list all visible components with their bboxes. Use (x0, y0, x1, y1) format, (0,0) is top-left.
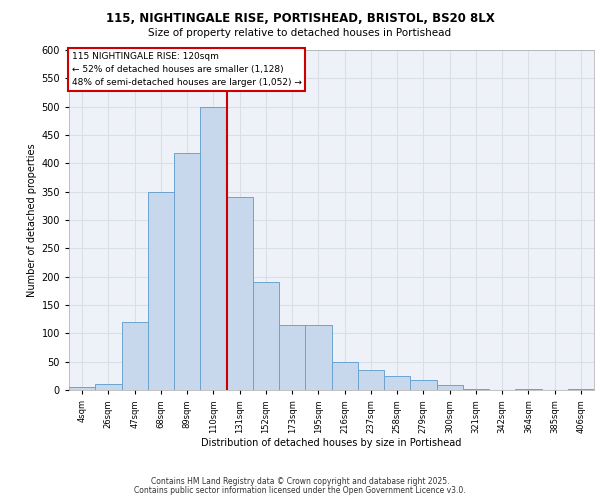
Bar (437, 386, 463, 390)
Bar (384, 376, 410, 390)
Text: Size of property relative to detached houses in Portishead: Size of property relative to detached ho… (148, 28, 452, 38)
Y-axis label: Number of detached properties: Number of detached properties (27, 143, 37, 297)
Bar (358, 370, 384, 390)
Bar (121, 322, 148, 390)
Bar (410, 380, 437, 390)
Bar (331, 362, 358, 390)
Bar (174, 153, 200, 390)
Bar (463, 389, 489, 390)
X-axis label: Distribution of detached houses by size in Portishead: Distribution of detached houses by size … (202, 438, 461, 448)
Bar (227, 198, 253, 390)
Bar (515, 389, 542, 390)
Bar (305, 325, 331, 390)
Text: Contains HM Land Registry data © Crown copyright and database right 2025.: Contains HM Land Registry data © Crown c… (151, 477, 449, 486)
Bar (148, 192, 174, 390)
Bar (279, 325, 305, 390)
Text: 115 NIGHTINGALE RISE: 120sqm
← 52% of detached houses are smaller (1,128)
48% of: 115 NIGHTINGALE RISE: 120sqm ← 52% of de… (71, 52, 302, 87)
Bar (200, 106, 227, 390)
Bar (568, 389, 594, 390)
Bar (69, 387, 95, 390)
Text: Contains public sector information licensed under the Open Government Licence v3: Contains public sector information licen… (134, 486, 466, 495)
Bar (253, 282, 279, 390)
Bar (95, 384, 121, 390)
Text: 115, NIGHTINGALE RISE, PORTISHEAD, BRISTOL, BS20 8LX: 115, NIGHTINGALE RISE, PORTISHEAD, BRIST… (106, 12, 494, 26)
